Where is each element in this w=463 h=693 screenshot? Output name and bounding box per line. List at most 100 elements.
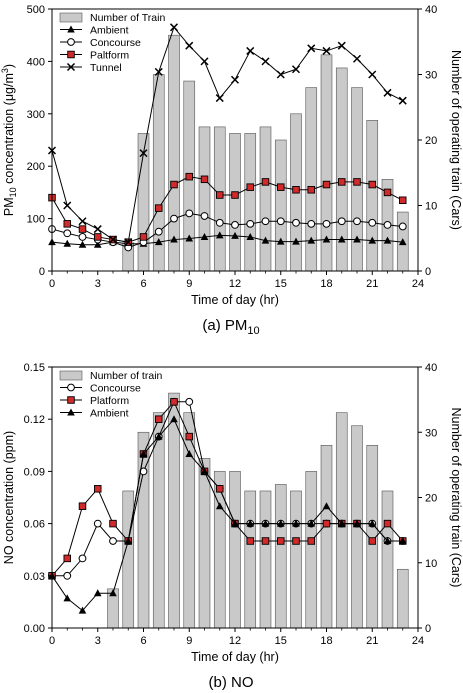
data-point: [78, 240, 87, 248]
legend-label: Paltform: [90, 50, 129, 62]
data-point: [292, 186, 300, 194]
data-point: [154, 67, 163, 76]
y-left-axis-title: NO concentration (ppm): [2, 431, 16, 564]
data-point: [63, 220, 72, 228]
data-point: [93, 240, 102, 248]
data-point: [246, 219, 255, 228]
data-point: [307, 236, 316, 244]
data-point: [231, 231, 239, 239]
data-point: [170, 398, 178, 406]
data-point: [78, 606, 87, 614]
data-point: [398, 537, 407, 544]
data-point: [93, 233, 102, 241]
data-point: [154, 227, 163, 236]
data-point: [322, 502, 331, 510]
data-point: [322, 180, 331, 189]
y-left-tick-label: 500: [27, 4, 45, 16]
series-line-concourse: [51, 212, 403, 248]
legend-marker: [67, 396, 75, 404]
x-tick-label: 15: [275, 635, 287, 647]
data-point: [231, 519, 239, 527]
data-point: [124, 238, 133, 247]
data-point: [292, 537, 300, 545]
y-right-axis-title: Number of operating train (Cars): [449, 408, 463, 588]
legend-label: Ambient: [90, 25, 129, 37]
chart-panel-1: 0 3 6 9 12 15 18 21 24 0.00 0.03 0.06 0.09 0.12 0.15 0 1…: [2, 362, 463, 691]
data-point: [368, 180, 377, 189]
bar: [198, 126, 211, 272]
data-point: [246, 183, 254, 191]
x-axis-title: Time of day (hr): [191, 293, 279, 307]
data-point: [63, 571, 72, 580]
data-point: [109, 537, 117, 545]
data-point: [78, 502, 87, 510]
series-line-ambient: [51, 418, 403, 612]
x-tick-label: 21: [366, 635, 378, 647]
bar: [259, 126, 272, 272]
data-point: [307, 44, 316, 53]
data-point: [63, 229, 72, 238]
bar: [259, 490, 272, 629]
x-tick-label: 18: [320, 635, 332, 647]
bar: [198, 458, 211, 629]
data-point: [276, 217, 285, 226]
data-point: [337, 235, 346, 243]
x-tick-label: 18: [320, 278, 332, 290]
y-right-tick-label: 10: [425, 558, 437, 570]
data-point: [185, 234, 194, 242]
data-point: [307, 219, 316, 228]
data-point: [108, 235, 118, 244]
data-point: [368, 537, 377, 545]
y-right-tick-label: 40: [425, 4, 437, 16]
data-point: [139, 233, 148, 241]
data-point: [398, 238, 407, 246]
legend-label: Concourse: [90, 383, 141, 395]
data-point: [398, 222, 407, 231]
data-point: [322, 235, 331, 243]
data-point: [261, 178, 270, 186]
panel-caption: (a) PM10: [202, 317, 259, 337]
data-point: [246, 46, 255, 55]
legend-swatch-bars: [59, 370, 83, 381]
x-tick-label: 9: [186, 278, 192, 290]
bar: [122, 490, 135, 629]
data-point: [261, 537, 270, 545]
x-tick-label: 0: [49, 635, 55, 647]
data-point: [353, 178, 361, 186]
data-point: [307, 519, 316, 527]
series-line-platform: [51, 400, 404, 577]
legend-marker: [67, 38, 75, 46]
legend-label: Ambient: [90, 408, 129, 420]
data-point: [185, 397, 194, 406]
data-point: [353, 217, 361, 226]
data-point: [215, 485, 224, 493]
data-point: [185, 41, 194, 50]
x-tick-label: 0: [49, 278, 55, 290]
y-right-tick-label: 20: [425, 493, 437, 505]
bar: [290, 490, 302, 629]
legend-marker: [67, 25, 75, 33]
data-point: [383, 236, 392, 244]
data-point: [185, 209, 194, 218]
data-point: [246, 519, 255, 527]
legend-marker: [66, 62, 76, 72]
x-tick-label: 6: [140, 278, 146, 290]
x-tick-label: 24: [412, 635, 424, 647]
legend-marker: [67, 408, 75, 416]
bar: [213, 126, 226, 272]
data-point: [368, 236, 377, 244]
y-left-tick-label: 100: [27, 214, 45, 226]
bar: [229, 471, 241, 629]
y-left-tick-label: 0.00: [24, 623, 45, 635]
y-left-tick-label: 0.12: [24, 414, 45, 426]
y-right-tick-label: 20: [425, 135, 437, 147]
legend-label: Concourse: [90, 37, 141, 49]
y-left-tick-label: 400: [27, 56, 45, 68]
y-right-tick-label: 10: [425, 201, 437, 213]
legend-marker: [67, 383, 75, 392]
data-point: [383, 537, 392, 544]
legend-label: Number of train: [90, 370, 163, 382]
y-left-tick-label: 0.15: [24, 362, 45, 374]
bar: [381, 490, 394, 629]
